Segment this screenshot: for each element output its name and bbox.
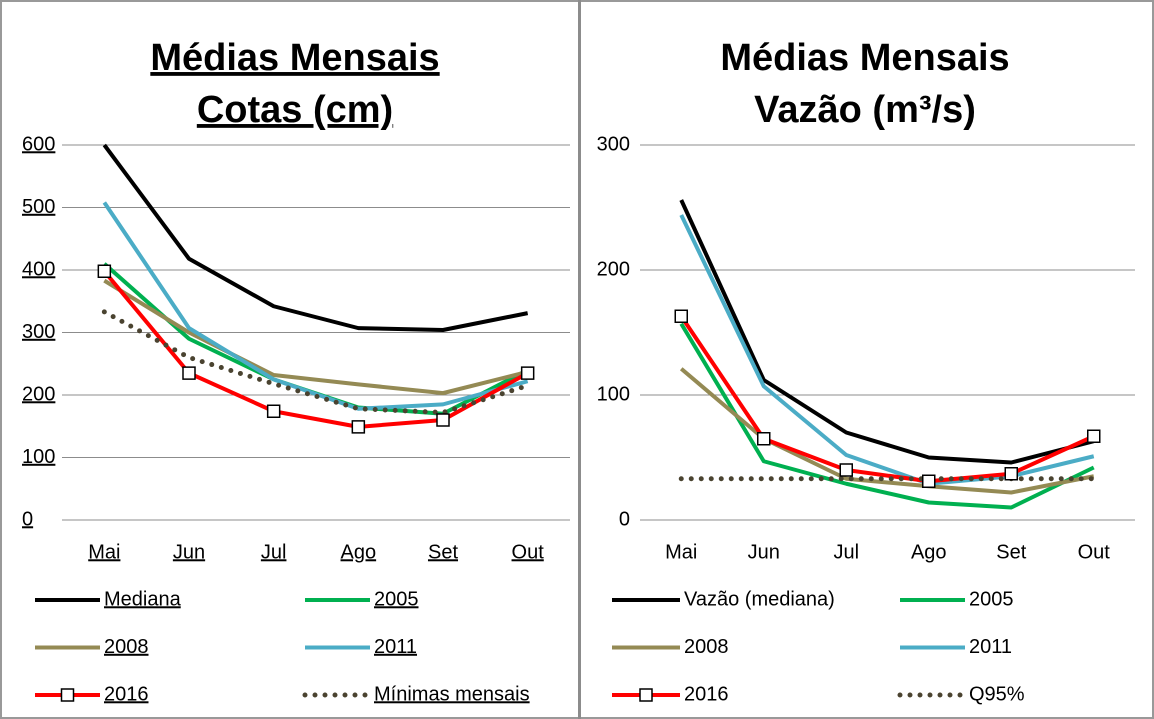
x-tick-label: Ago bbox=[911, 541, 947, 563]
legend-label: 2008 bbox=[684, 636, 729, 658]
marker bbox=[436, 413, 450, 427]
y-tick-label: 200 bbox=[597, 258, 630, 280]
chart-subtitle: Vazão (m³/s) bbox=[754, 89, 976, 131]
series-line bbox=[679, 322, 1095, 510]
series-line bbox=[679, 214, 1095, 486]
series-line bbox=[679, 315, 1095, 484]
series-line bbox=[102, 143, 529, 332]
x-tick-label: Out bbox=[1078, 541, 1111, 563]
chart-subtitle: Cotas (cm) bbox=[197, 89, 393, 131]
legend-label: 2005 bbox=[374, 588, 419, 610]
y-tick-label: 200 bbox=[22, 383, 55, 405]
y-tick-label: 300 bbox=[597, 133, 630, 155]
marker bbox=[351, 420, 366, 434]
divider bbox=[578, 0, 581, 719]
x-tick-label: Set bbox=[996, 541, 1026, 563]
marker bbox=[839, 463, 853, 477]
legend-label: Q95% bbox=[969, 683, 1025, 705]
legend-label: 2008 bbox=[104, 636, 149, 658]
x-tick-label: Ago bbox=[341, 541, 377, 563]
legend-marker bbox=[60, 688, 75, 702]
x-tick-label: Set bbox=[428, 541, 458, 563]
x-tick-label: Mai bbox=[665, 541, 697, 563]
marker bbox=[1087, 429, 1101, 443]
x-tick-label: Mai bbox=[88, 541, 120, 563]
x-tick-label: Jun bbox=[173, 541, 205, 563]
x-tick-label: Jul bbox=[261, 541, 287, 563]
x-tick-label: Out bbox=[512, 541, 545, 563]
legend-label: 2016 bbox=[684, 683, 729, 705]
chart-title: Médias Mensais bbox=[150, 37, 439, 79]
y-tick-label: 0 bbox=[22, 508, 33, 530]
marker bbox=[266, 404, 281, 418]
legend-marker bbox=[639, 688, 653, 702]
series-line bbox=[101, 309, 531, 416]
marker bbox=[1004, 467, 1018, 481]
marker bbox=[182, 366, 196, 380]
legend-label: Mínimas mensais bbox=[374, 683, 530, 705]
series-line bbox=[102, 201, 529, 411]
y-tick-label: 600 bbox=[22, 133, 55, 155]
series-line bbox=[679, 199, 1095, 465]
y-tick-label: 0 bbox=[619, 508, 630, 530]
legend-label: 2011 bbox=[969, 636, 1012, 658]
x-tick-label: Jul bbox=[833, 541, 859, 563]
legend-label: 2016 bbox=[104, 683, 149, 705]
series-line bbox=[103, 278, 529, 396]
legend-label: 2011 bbox=[374, 636, 417, 658]
legend-label: Mediana bbox=[104, 588, 182, 610]
y-tick-label: 300 bbox=[22, 321, 55, 343]
series-line bbox=[102, 269, 529, 429]
marker bbox=[922, 474, 936, 488]
y-tick-label: 500 bbox=[22, 196, 55, 218]
x-tick-label: Jun bbox=[748, 541, 780, 563]
series-line bbox=[679, 367, 1095, 495]
legend-label: 2005 bbox=[969, 588, 1014, 610]
y-tick-label: 100 bbox=[22, 446, 55, 468]
y-tick-label: 400 bbox=[22, 258, 55, 280]
marker bbox=[97, 264, 112, 278]
series-line bbox=[103, 262, 529, 416]
y-tick-label: 100 bbox=[597, 383, 630, 405]
marker bbox=[520, 366, 535, 380]
marker bbox=[674, 309, 688, 323]
chart-title: Médias Mensais bbox=[720, 37, 1009, 79]
marker bbox=[757, 432, 771, 446]
legend-label: Vazão (mediana) bbox=[684, 588, 835, 610]
